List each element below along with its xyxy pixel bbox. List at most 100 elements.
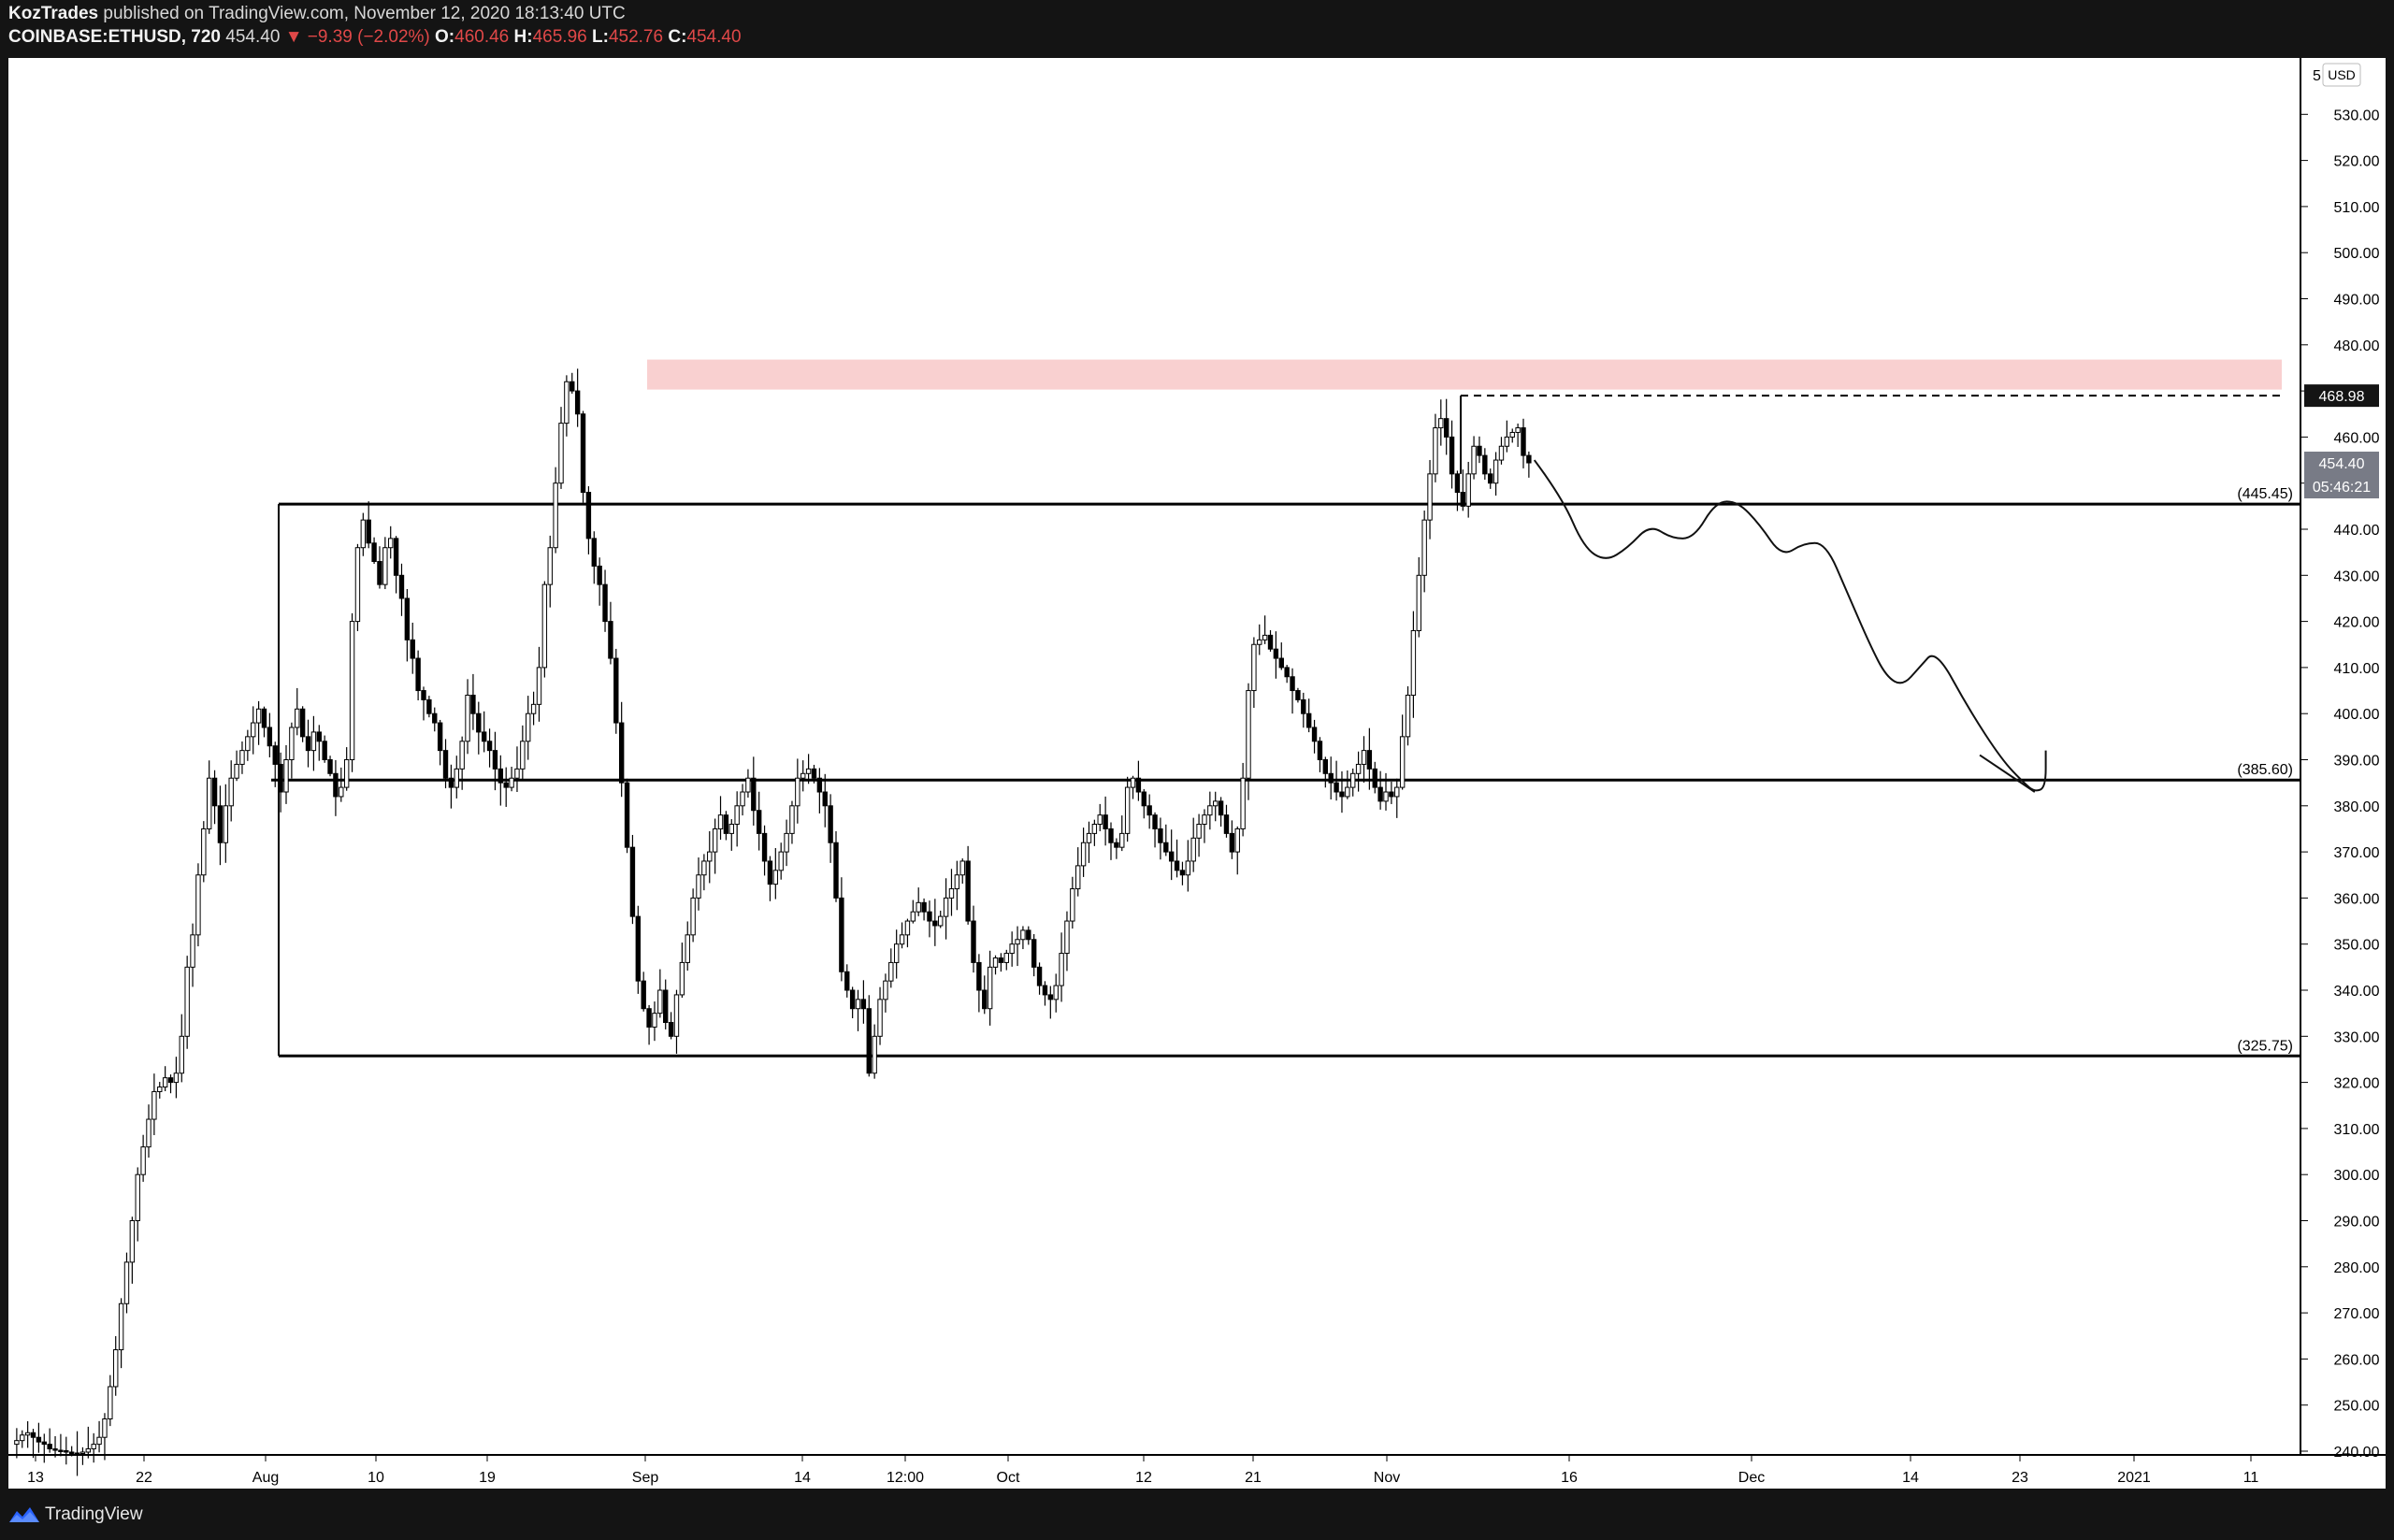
candle-body[interactable] [1383, 791, 1389, 802]
candle-body[interactable] [1158, 828, 1163, 843]
candle-body[interactable] [1284, 667, 1290, 678]
candle-body[interactable] [932, 920, 938, 927]
candle-body[interactable] [657, 989, 663, 1015]
candle-body[interactable] [1053, 985, 1059, 1000]
candle-body[interactable] [91, 1444, 96, 1450]
candle-body[interactable] [663, 989, 669, 1024]
candle-body[interactable] [102, 1418, 108, 1438]
candle-body[interactable] [1377, 786, 1383, 802]
candle-body[interactable] [1179, 870, 1186, 876]
tradingview-brand[interactable]: TradingView [45, 1504, 143, 1524]
candle-body[interactable] [85, 1448, 92, 1453]
candle-body[interactable] [784, 832, 789, 853]
candle-body[interactable] [223, 805, 229, 843]
candle-body[interactable] [316, 731, 322, 742]
candle-body[interactable] [64, 1450, 69, 1453]
candle-body[interactable] [1059, 953, 1064, 986]
candle-body[interactable] [333, 772, 339, 798]
candle-body[interactable] [1339, 791, 1345, 798]
candle-body[interactable] [1036, 966, 1043, 986]
candle-body[interactable] [585, 492, 592, 540]
candle-body[interactable] [959, 860, 965, 876]
candle-body[interactable] [982, 989, 988, 1010]
candle-body[interactable] [860, 999, 867, 1010]
candle-body[interactable] [553, 482, 558, 549]
candle-body[interactable] [20, 1434, 25, 1442]
candle-body[interactable] [459, 741, 465, 770]
candle-body[interactable] [1433, 427, 1438, 475]
candle-body[interactable] [1075, 865, 1081, 890]
candle-body[interactable] [877, 999, 883, 1037]
candle-body[interactable] [1488, 473, 1493, 484]
candle-body[interactable] [1482, 454, 1488, 475]
candle-body[interactable] [1234, 828, 1240, 853]
candle-body[interactable] [1257, 639, 1262, 645]
price-axis[interactable] [2300, 58, 2386, 1455]
candle-body[interactable] [398, 574, 405, 599]
candle-body[interactable] [1278, 657, 1284, 669]
candle-body[interactable] [1114, 842, 1119, 848]
candle-body[interactable] [498, 768, 504, 784]
candle-body[interactable] [278, 763, 283, 793]
candle-body[interactable] [79, 1451, 86, 1454]
candle-body[interactable] [778, 851, 784, 871]
candle-body[interactable] [492, 750, 498, 770]
candle-body[interactable] [570, 381, 575, 392]
candle-body[interactable] [1526, 454, 1532, 464]
candle-body[interactable] [123, 1261, 130, 1304]
candle-body[interactable] [751, 777, 757, 812]
candle-body[interactable] [113, 1349, 119, 1388]
candle-body[interactable] [1515, 427, 1521, 433]
candle-body[interactable] [476, 712, 482, 733]
candle-body[interactable] [1394, 786, 1400, 798]
candle-body[interactable] [404, 597, 411, 640]
candle-body[interactable] [822, 791, 828, 807]
candle-body[interactable] [883, 980, 888, 1000]
candle-body[interactable] [454, 768, 459, 788]
candle-body[interactable] [673, 994, 680, 1037]
candle-body[interactable] [1009, 943, 1015, 955]
candle-body[interactable] [1305, 712, 1312, 728]
tradingview-logo-icon[interactable] [7, 1504, 41, 1526]
candle-body[interactable] [992, 957, 999, 968]
candle-body[interactable] [1168, 851, 1175, 862]
candle-body[interactable] [322, 741, 327, 761]
candle-body[interactable] [1064, 920, 1070, 955]
candle-body[interactable] [162, 1077, 168, 1088]
candle-body[interactable] [717, 814, 724, 829]
candle-body[interactable] [855, 999, 861, 1010]
candle-body[interactable] [910, 911, 916, 922]
candle-body[interactable] [167, 1077, 174, 1084]
candle-body[interactable] [432, 712, 438, 724]
candle-body[interactable] [1273, 648, 1279, 659]
candle-body[interactable] [690, 897, 696, 936]
candle-body[interactable] [1141, 791, 1147, 807]
candle-body[interactable] [954, 874, 960, 890]
resistance-zone[interactable] [647, 359, 2282, 390]
candle-body[interactable] [745, 777, 751, 793]
candle-body[interactable] [509, 777, 514, 788]
candle-body[interactable] [1421, 519, 1427, 576]
candle-body[interactable] [1091, 824, 1098, 834]
candle-body[interactable] [998, 957, 1004, 963]
candle-body[interactable] [536, 667, 542, 705]
candle-body[interactable] [272, 745, 278, 765]
candle-body[interactable] [1108, 828, 1114, 843]
candle-body[interactable] [442, 750, 449, 779]
candle-body[interactable] [1477, 445, 1482, 456]
candle-body[interactable] [146, 1118, 151, 1148]
candle-body[interactable] [339, 786, 344, 798]
candle-body[interactable] [1124, 786, 1131, 834]
candle-body[interactable] [108, 1386, 113, 1419]
candle-body[interactable] [971, 920, 976, 963]
candle-body[interactable] [1311, 727, 1318, 742]
candle-body[interactable] [1042, 985, 1048, 996]
candle-body[interactable] [805, 768, 812, 774]
candle-body[interactable] [14, 1440, 20, 1446]
candle-body[interactable] [1295, 690, 1301, 700]
candle-body[interactable] [1493, 459, 1499, 484]
candle-body[interactable] [1427, 473, 1433, 521]
candle-body[interactable] [1031, 939, 1037, 968]
candle-body[interactable] [267, 727, 273, 747]
